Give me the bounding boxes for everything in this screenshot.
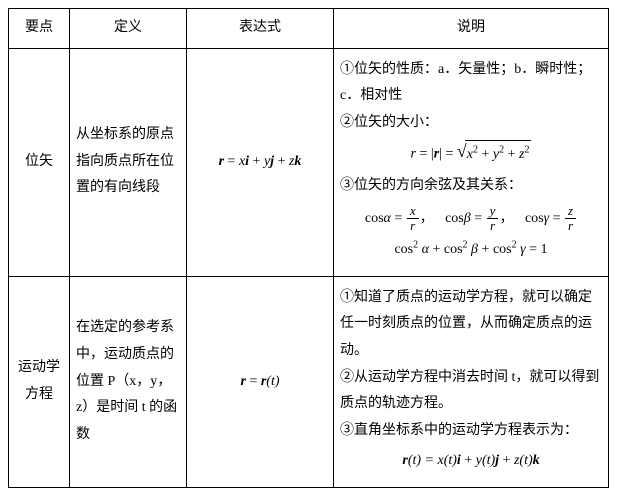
cos: cos	[493, 242, 512, 257]
eq: =	[246, 374, 261, 389]
name-line: 方程	[15, 382, 63, 409]
alpha: α	[422, 242, 429, 257]
row2-expr: r = r(t)	[187, 276, 334, 487]
table-row: 运动学 方程 在选定的参考系中，运动质点的位置 P（x，y，z）是时间 t 的函…	[9, 276, 609, 487]
plus: +	[249, 154, 264, 169]
row2-desc: ①知道了质点的运动学方程，就可以确定任一时刻质点的位置，从而确定质点的运动。 ②…	[334, 276, 609, 487]
desc-line: ②从运动学方程中消去时间 t，就可以得到质点的轨迹方程。	[340, 365, 602, 418]
desc-line: ③位矢的方向余弦及其关系：	[340, 173, 602, 200]
header-key: 要点	[9, 9, 70, 49]
plus: +	[478, 242, 493, 257]
t: (t) =	[408, 453, 438, 468]
desc-line: ①位矢的性质：a．矢量性；b．瞬时性；	[340, 57, 602, 84]
sup: 2	[463, 240, 468, 251]
num: z	[565, 204, 576, 219]
plus: +	[429, 242, 444, 257]
tt: (t)	[519, 453, 532, 468]
tt: (t)	[444, 453, 457, 468]
beta: β	[464, 211, 471, 226]
plus: +	[499, 453, 514, 468]
eq: =	[391, 211, 406, 226]
cos: cos	[445, 211, 464, 226]
unit-k: k	[294, 154, 301, 169]
plus: +	[274, 154, 289, 169]
sep: ，	[420, 211, 438, 226]
desc-line: ③直角坐标系中的运动学方程表示为：	[340, 418, 602, 445]
sqrt-icon: √x2 + y2 + z2	[457, 140, 532, 169]
row1-name: 位矢	[9, 48, 70, 276]
fraction: xr	[407, 204, 419, 234]
den: r	[565, 219, 576, 233]
header-expr: 表达式	[187, 9, 334, 49]
den: r	[487, 219, 499, 233]
physics-concepts-table: 要点 定义 表达式 说明 位矢 从坐标系的原点指向质点所在位置的有向线段 r =…	[8, 8, 609, 488]
plus: +	[461, 453, 476, 468]
plus: +	[504, 147, 519, 162]
eq: = |	[416, 147, 434, 162]
cosine-formula: cosα = xr， cosβ = yr， cosγ = zr	[340, 204, 602, 234]
fraction: yr	[487, 204, 499, 234]
header-desc: 说明	[334, 9, 609, 49]
sup: 2	[512, 240, 517, 251]
alpha: α	[384, 211, 391, 226]
sep: ，	[499, 211, 517, 226]
sup: 2	[413, 240, 418, 251]
eq: =	[549, 211, 564, 226]
row2-def: 在选定的参考系中，运动质点的位置 P（x，y，z）是时间 t 的函数	[70, 276, 187, 487]
cos: cos	[525, 211, 544, 226]
name-line: 运动学	[15, 355, 63, 382]
desc-line: ①知道了质点的运动学方程，就可以确定任一时刻质点的位置，从而确定质点的运动。	[340, 285, 602, 365]
plus: +	[478, 147, 493, 162]
eq: =	[224, 154, 239, 169]
sup: 2	[524, 145, 529, 156]
magnitude-formula: r = |r| = √x2 + y2 + z2	[340, 140, 602, 169]
cos: cos	[444, 242, 463, 257]
den: r	[407, 219, 419, 233]
cos: cos	[394, 242, 413, 257]
k: k	[533, 453, 540, 468]
arg-t: (t)	[266, 374, 279, 389]
eq1: = 1	[526, 242, 548, 257]
table-header-row: 要点 定义 表达式 说明	[9, 9, 609, 49]
beta: β	[471, 242, 478, 257]
desc-line: ②位矢的大小：	[340, 110, 602, 137]
eq: | =	[439, 147, 457, 162]
table-row: 位矢 从坐标系的原点指向质点所在位置的有向线段 r = xi + yj + zk…	[9, 48, 609, 276]
row1-expr: r = xi + yj + zk	[187, 48, 334, 276]
cosine-identity: cos2 α + cos2 β + cos2 γ = 1	[340, 237, 602, 264]
num: x	[407, 204, 419, 219]
row1-desc: ①位矢的性质：a．矢量性；b．瞬时性； c．相对性 ②位矢的大小： r = |r…	[334, 48, 609, 276]
header-def: 定义	[70, 9, 187, 49]
row2-name: 运动学 方程	[9, 276, 70, 487]
row1-def: 从坐标系的原点指向质点所在位置的有向线段	[70, 48, 187, 276]
kinematics-formula: r(t) = x(t)i + y(t)j + z(t)k	[340, 448, 602, 475]
fraction: zr	[565, 204, 576, 234]
eq: =	[471, 211, 486, 226]
cos: cos	[365, 211, 384, 226]
desc-line: c．相对性	[340, 83, 602, 110]
tt: (t)	[482, 453, 495, 468]
num: y	[487, 204, 499, 219]
